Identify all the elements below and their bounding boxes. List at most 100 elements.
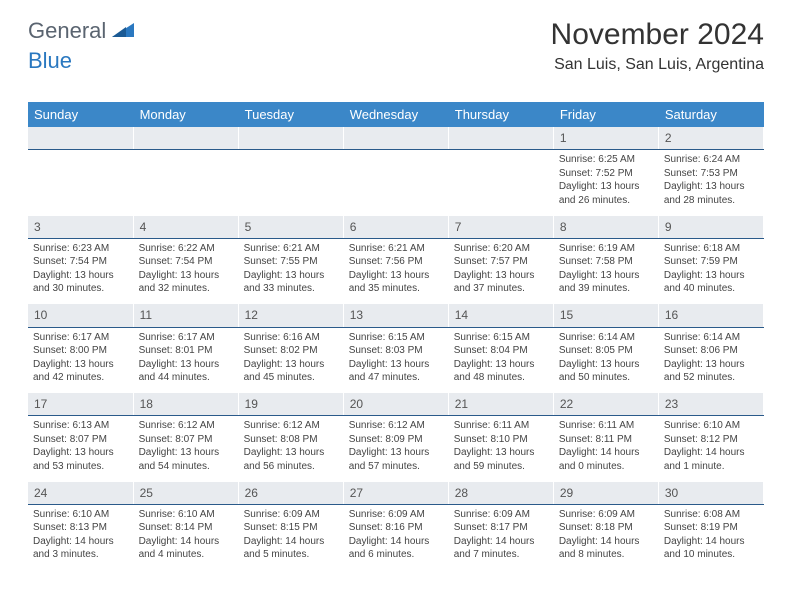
- day-number: [448, 127, 553, 150]
- day1-text: Daylight: 13 hours: [454, 358, 548, 372]
- day-number-row: 12: [28, 127, 764, 150]
- sunset-text: Sunset: 7:52 PM: [559, 167, 653, 181]
- sunrise-text: Sunrise: 6:18 AM: [664, 242, 758, 256]
- sunrise-text: Sunrise: 6:08 AM: [664, 508, 758, 522]
- day1-text: Daylight: 14 hours: [664, 446, 758, 460]
- sunset-text: Sunset: 8:15 PM: [244, 521, 338, 535]
- logo: General: [28, 18, 136, 44]
- sunrise-text: Sunrise: 6:10 AM: [139, 508, 233, 522]
- day-cell: Sunrise: 6:21 AMSunset: 7:56 PMDaylight:…: [343, 238, 448, 304]
- day2-text: and 45 minutes.: [244, 371, 338, 385]
- day-number: 10: [28, 304, 133, 327]
- day-cell: Sunrise: 6:10 AMSunset: 8:14 PMDaylight:…: [133, 504, 238, 570]
- day-detail-row: Sunrise: 6:23 AMSunset: 7:54 PMDaylight:…: [28, 238, 764, 304]
- day2-text: and 33 minutes.: [244, 282, 338, 296]
- day-number: 5: [238, 216, 343, 239]
- sunset-text: Sunset: 8:07 PM: [139, 433, 233, 447]
- sunrise-text: Sunrise: 6:21 AM: [349, 242, 443, 256]
- day1-text: Daylight: 13 hours: [664, 358, 758, 372]
- day-cell: Sunrise: 6:22 AMSunset: 7:54 PMDaylight:…: [133, 238, 238, 304]
- day-cell: Sunrise: 6:13 AMSunset: 8:07 PMDaylight:…: [28, 416, 133, 482]
- sunrise-text: Sunrise: 6:21 AM: [244, 242, 338, 256]
- day1-text: Daylight: 13 hours: [559, 358, 653, 372]
- day-cell: Sunrise: 6:16 AMSunset: 8:02 PMDaylight:…: [238, 327, 343, 393]
- sunrise-text: Sunrise: 6:25 AM: [559, 153, 653, 167]
- day-number: 20: [343, 393, 448, 416]
- sunrise-text: Sunrise: 6:23 AM: [33, 242, 128, 256]
- day2-text: and 1 minute.: [664, 460, 758, 474]
- day1-text: Daylight: 13 hours: [244, 446, 338, 460]
- day-number: 11: [133, 304, 238, 327]
- day-cell: Sunrise: 6:08 AMSunset: 8:19 PMDaylight:…: [658, 504, 763, 570]
- day2-text: and 7 minutes.: [454, 548, 548, 562]
- day-number: 16: [658, 304, 763, 327]
- day-cell: Sunrise: 6:14 AMSunset: 8:05 PMDaylight:…: [553, 327, 658, 393]
- day-cell: Sunrise: 6:09 AMSunset: 8:18 PMDaylight:…: [553, 504, 658, 570]
- day1-text: Daylight: 13 hours: [559, 180, 653, 194]
- day2-text: and 40 minutes.: [664, 282, 758, 296]
- sunset-text: Sunset: 8:16 PM: [349, 521, 443, 535]
- sunset-text: Sunset: 8:18 PM: [559, 521, 653, 535]
- day-cell: Sunrise: 6:20 AMSunset: 7:57 PMDaylight:…: [448, 238, 553, 304]
- sunset-text: Sunset: 8:11 PM: [559, 433, 653, 447]
- sunrise-text: Sunrise: 6:22 AM: [139, 242, 233, 256]
- day1-text: Daylight: 13 hours: [244, 269, 338, 283]
- day2-text: and 50 minutes.: [559, 371, 653, 385]
- day-cell: [448, 150, 553, 216]
- sunrise-text: Sunrise: 6:11 AM: [454, 419, 548, 433]
- day1-text: Daylight: 13 hours: [33, 358, 128, 372]
- day-number: 14: [448, 304, 553, 327]
- day-number: 12: [238, 304, 343, 327]
- day2-text: and 10 minutes.: [664, 548, 758, 562]
- day2-text: and 47 minutes.: [349, 371, 443, 385]
- sunrise-text: Sunrise: 6:14 AM: [559, 331, 653, 345]
- day1-text: Daylight: 13 hours: [349, 269, 443, 283]
- day-cell: Sunrise: 6:17 AMSunset: 8:01 PMDaylight:…: [133, 327, 238, 393]
- day-number: 4: [133, 216, 238, 239]
- day-number: 6: [343, 216, 448, 239]
- logo-sub: Blue: [28, 48, 72, 74]
- day2-text: and 37 minutes.: [454, 282, 548, 296]
- logo-text-blue: Blue: [28, 48, 72, 73]
- day1-text: Daylight: 14 hours: [559, 535, 653, 549]
- day-number: 27: [343, 482, 448, 505]
- sunrise-text: Sunrise: 6:12 AM: [349, 419, 443, 433]
- day2-text: and 30 minutes.: [33, 282, 128, 296]
- day-number: 25: [133, 482, 238, 505]
- calendar-table: Sunday Monday Tuesday Wednesday Thursday…: [28, 102, 764, 570]
- sunrise-text: Sunrise: 6:14 AM: [664, 331, 758, 345]
- sunrise-text: Sunrise: 6:15 AM: [454, 331, 548, 345]
- sunset-text: Sunset: 8:13 PM: [33, 521, 128, 535]
- day-number: 9: [658, 216, 763, 239]
- day-number-row: 24252627282930: [28, 482, 764, 505]
- day-number: 18: [133, 393, 238, 416]
- day-number-row: 17181920212223: [28, 393, 764, 416]
- day1-text: Daylight: 13 hours: [139, 446, 233, 460]
- sunrise-text: Sunrise: 6:19 AM: [559, 242, 653, 256]
- day-detail-row: Sunrise: 6:25 AMSunset: 7:52 PMDaylight:…: [28, 150, 764, 216]
- day2-text: and 57 minutes.: [349, 460, 443, 474]
- sunset-text: Sunset: 8:01 PM: [139, 344, 233, 358]
- sunset-text: Sunset: 8:17 PM: [454, 521, 548, 535]
- day-number: 26: [238, 482, 343, 505]
- day2-text: and 48 minutes.: [454, 371, 548, 385]
- sunrise-text: Sunrise: 6:16 AM: [244, 331, 338, 345]
- day-number: 8: [553, 216, 658, 239]
- day2-text: and 4 minutes.: [139, 548, 233, 562]
- day1-text: Daylight: 14 hours: [33, 535, 128, 549]
- sunrise-text: Sunrise: 6:10 AM: [664, 419, 758, 433]
- day-cell: Sunrise: 6:12 AMSunset: 8:09 PMDaylight:…: [343, 416, 448, 482]
- day-cell: [133, 150, 238, 216]
- day-cell: Sunrise: 6:17 AMSunset: 8:00 PMDaylight:…: [28, 327, 133, 393]
- sunrise-text: Sunrise: 6:09 AM: [454, 508, 548, 522]
- day1-text: Daylight: 14 hours: [139, 535, 233, 549]
- sunrise-text: Sunrise: 6:20 AM: [454, 242, 548, 256]
- day1-text: Daylight: 13 hours: [244, 358, 338, 372]
- weekday-header-row: Sunday Monday Tuesday Wednesday Thursday…: [28, 102, 764, 127]
- day1-text: Daylight: 14 hours: [559, 446, 653, 460]
- location-text: San Luis, San Luis, Argentina: [551, 56, 764, 74]
- day-cell: Sunrise: 6:18 AMSunset: 7:59 PMDaylight:…: [658, 238, 763, 304]
- day-number: 3: [28, 216, 133, 239]
- day1-text: Daylight: 13 hours: [664, 269, 758, 283]
- day-cell: [28, 150, 133, 216]
